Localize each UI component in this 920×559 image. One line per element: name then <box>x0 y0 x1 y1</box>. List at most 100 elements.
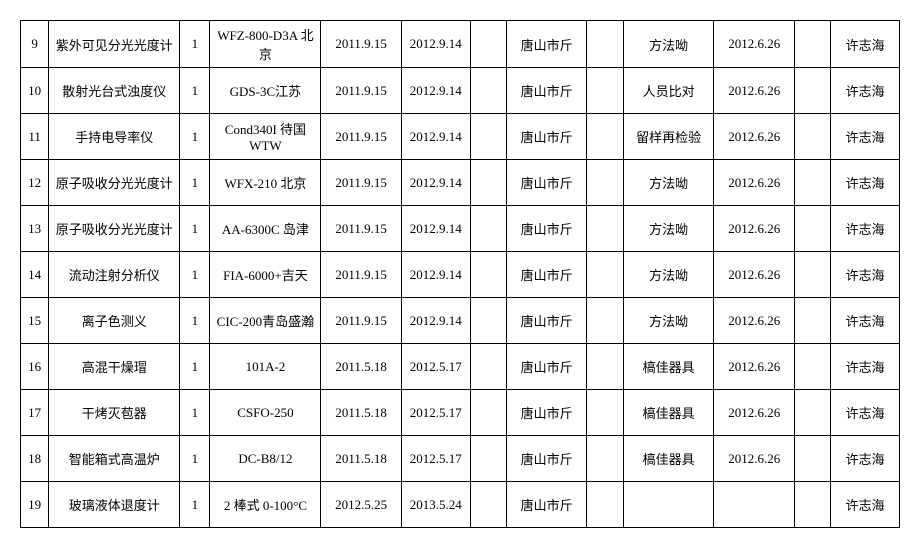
cell-c0: 10 <box>21 68 49 114</box>
cell-c10: 2012.6.26 <box>714 344 795 390</box>
cell-c7: 唐山市斤 <box>506 344 587 390</box>
cell-c4: 2011.5.18 <box>321 436 402 482</box>
cell-c11 <box>795 114 831 160</box>
cell-c6 <box>470 252 506 298</box>
cell-c5: 2012.9.14 <box>402 21 471 68</box>
table-row: 11手持电导率仪1Cond340I 待国 WTW2011.9.152012.9.… <box>21 114 900 160</box>
cell-c11 <box>795 390 831 436</box>
cell-c1: 散射光台式浊度仪 <box>49 68 180 114</box>
cell-c12: 许志海 <box>831 390 900 436</box>
cell-c0: 19 <box>21 482 49 528</box>
table-row: 13原子吸收分光光度计1AA-6300C 岛津2011.9.152012.9.1… <box>21 206 900 252</box>
cell-c3: DC-B8/12 <box>210 436 321 482</box>
cell-c4: 2011.9.15 <box>321 68 402 114</box>
cell-c10: 2012.6.26 <box>714 114 795 160</box>
cell-c5: 2012.5.17 <box>402 436 471 482</box>
cell-c10: 2012.6.26 <box>714 21 795 68</box>
table-row: 14流动注射分析仪1FIA-6000+吉天2011.9.152012.9.14唐… <box>21 252 900 298</box>
cell-c10: 2012.6.26 <box>714 436 795 482</box>
cell-c9: 槁佳器具 <box>623 390 714 436</box>
table-row: 10散射光台式浊度仪1GDS-3C江苏2011.9.152012.9.14唐山市… <box>21 68 900 114</box>
cell-c4: 2011.9.15 <box>321 21 402 68</box>
cell-c9: 槁佳器具 <box>623 436 714 482</box>
cell-c0: 15 <box>21 298 49 344</box>
cell-c12: 许志海 <box>831 252 900 298</box>
table-row: 9紫外可见分光光度计1WFZ-800-D3A 北京2011.9.152012.9… <box>21 21 900 68</box>
cell-c9: 方法呦 <box>623 298 714 344</box>
cell-c1: 手持电导率仪 <box>49 114 180 160</box>
cell-c10: 2012.6.26 <box>714 206 795 252</box>
cell-c4: 2011.9.15 <box>321 298 402 344</box>
cell-c9 <box>623 482 714 528</box>
cell-c4: 2012.5.25 <box>321 482 402 528</box>
table-row: 16高混干燥瑁1101A-22011.5.182012.5.17唐山市斤槁佳器具… <box>21 344 900 390</box>
cell-c4: 2011.9.15 <box>321 160 402 206</box>
cell-c2: 1 <box>180 252 210 298</box>
cell-c4: 2011.9.15 <box>321 114 402 160</box>
cell-c6 <box>470 114 506 160</box>
cell-c11 <box>795 68 831 114</box>
cell-c8 <box>587 298 623 344</box>
cell-c12: 许志海 <box>831 482 900 528</box>
cell-c8 <box>587 252 623 298</box>
cell-c0: 11 <box>21 114 49 160</box>
cell-c3: WFX-210 北京 <box>210 160 321 206</box>
cell-c12: 许志海 <box>831 344 900 390</box>
cell-c11 <box>795 482 831 528</box>
cell-c8 <box>587 482 623 528</box>
cell-c0: 13 <box>21 206 49 252</box>
table-row: 17干烤灭苞器1CSFO-2502011.5.182012.5.17唐山市斤槁佳… <box>21 390 900 436</box>
cell-c8 <box>587 68 623 114</box>
cell-c11 <box>795 21 831 68</box>
cell-c2: 1 <box>180 482 210 528</box>
cell-c9: 方法呦 <box>623 160 714 206</box>
cell-c12: 许志海 <box>831 114 900 160</box>
cell-c11 <box>795 160 831 206</box>
cell-c1: 流动注射分析仪 <box>49 252 180 298</box>
cell-c8 <box>587 390 623 436</box>
cell-c3: GDS-3C江苏 <box>210 68 321 114</box>
cell-c8 <box>587 160 623 206</box>
cell-c7: 唐山市斤 <box>506 298 587 344</box>
cell-c4: 2011.5.18 <box>321 344 402 390</box>
cell-c12: 许志海 <box>831 436 900 482</box>
cell-c12: 许志海 <box>831 206 900 252</box>
cell-c3: 101A-2 <box>210 344 321 390</box>
cell-c7: 唐山市斤 <box>506 114 587 160</box>
cell-c1: 玻璃液体退度计 <box>49 482 180 528</box>
table-row: 18智能箱式高温炉1DC-B8/122011.5.182012.5.17唐山市斤… <box>21 436 900 482</box>
cell-c9: 方法呦 <box>623 21 714 68</box>
cell-c2: 1 <box>180 344 210 390</box>
cell-c1: 紫外可见分光光度计 <box>49 21 180 68</box>
cell-c2: 1 <box>180 206 210 252</box>
cell-c6 <box>470 68 506 114</box>
cell-c2: 1 <box>180 68 210 114</box>
table-row: 15离子色测义1CIC-200青岛盛瀚2011.9.152012.9.14唐山市… <box>21 298 900 344</box>
cell-c10: 2012.6.26 <box>714 390 795 436</box>
equipment-table: 9紫外可见分光光度计1WFZ-800-D3A 北京2011.9.152012.9… <box>20 20 900 528</box>
cell-c3: CSFO-250 <box>210 390 321 436</box>
cell-c7: 唐山市斤 <box>506 390 587 436</box>
cell-c3: FIA-6000+吉天 <box>210 252 321 298</box>
cell-c3: Cond340I 待国 WTW <box>210 114 321 160</box>
cell-c8 <box>587 436 623 482</box>
cell-c5: 2012.5.17 <box>402 390 471 436</box>
cell-c10 <box>714 482 795 528</box>
cell-c9: 人员比对 <box>623 68 714 114</box>
cell-c2: 1 <box>180 114 210 160</box>
cell-c9: 方法呦 <box>623 206 714 252</box>
cell-c8 <box>587 21 623 68</box>
cell-c7: 唐山市斤 <box>506 206 587 252</box>
cell-c4: 2011.5.18 <box>321 390 402 436</box>
cell-c6 <box>470 206 506 252</box>
cell-c0: 9 <box>21 21 49 68</box>
cell-c3: CIC-200青岛盛瀚 <box>210 298 321 344</box>
cell-c1: 原子吸收分光光度计 <box>49 206 180 252</box>
cell-c3: WFZ-800-D3A 北京 <box>210 21 321 68</box>
cell-c9: 槁佳器具 <box>623 344 714 390</box>
cell-c5: 2012.9.14 <box>402 252 471 298</box>
cell-c2: 1 <box>180 298 210 344</box>
cell-c5: 2012.9.14 <box>402 206 471 252</box>
cell-c3: AA-6300C 岛津 <box>210 206 321 252</box>
cell-c8 <box>587 344 623 390</box>
